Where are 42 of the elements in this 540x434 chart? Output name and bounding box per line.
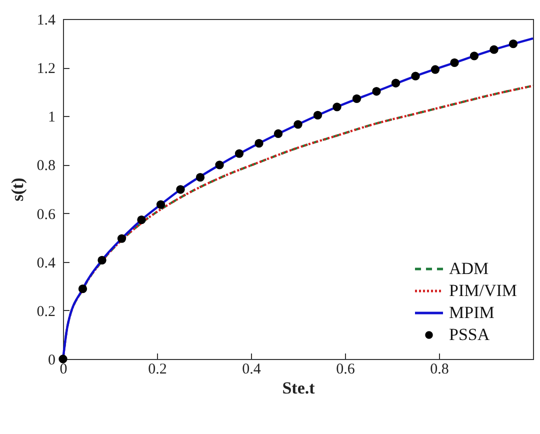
x-tick-label: 0 xyxy=(60,362,68,378)
point xyxy=(470,52,479,60)
x-tick-label: 0.2 xyxy=(148,362,167,378)
point xyxy=(234,149,244,158)
point xyxy=(254,139,264,148)
point xyxy=(176,185,185,194)
point xyxy=(274,129,283,138)
point xyxy=(196,173,205,182)
point xyxy=(117,234,126,243)
point xyxy=(450,58,459,68)
x-tick-label: 0.6 xyxy=(336,362,356,378)
x-tick-label: 0.8 xyxy=(430,362,449,378)
legend-label: PIM/VIM xyxy=(449,281,518,300)
point xyxy=(78,284,88,294)
point xyxy=(352,94,362,103)
y-axis-title: s(t) xyxy=(8,178,27,202)
point xyxy=(490,45,498,54)
x-axis-title: Ste.t xyxy=(282,378,316,398)
point xyxy=(391,78,400,88)
point xyxy=(58,354,68,364)
point xyxy=(215,160,224,170)
point xyxy=(156,200,166,209)
point xyxy=(98,256,106,264)
point xyxy=(137,216,146,224)
point xyxy=(430,65,440,74)
point xyxy=(411,72,420,80)
point xyxy=(372,87,381,96)
y-tick-label: 0.4 xyxy=(36,255,56,272)
point xyxy=(508,39,518,48)
x-tick-label: 0.4 xyxy=(242,362,262,378)
legend-label: PSSA xyxy=(449,325,490,344)
legend-label: ADM xyxy=(449,259,489,278)
point xyxy=(332,102,342,112)
legend-label: MPIM xyxy=(449,303,494,322)
point xyxy=(294,120,302,129)
point xyxy=(313,110,322,120)
y-tick-label: 0.2 xyxy=(36,304,56,320)
y-tick-label: 1 xyxy=(48,110,56,126)
y-tick-label: 1.4 xyxy=(36,12,56,28)
y-tick-label: 1.2 xyxy=(36,61,56,78)
y-tick-label: 0.8 xyxy=(36,158,56,174)
y-tick-label: 0.6 xyxy=(36,206,56,223)
